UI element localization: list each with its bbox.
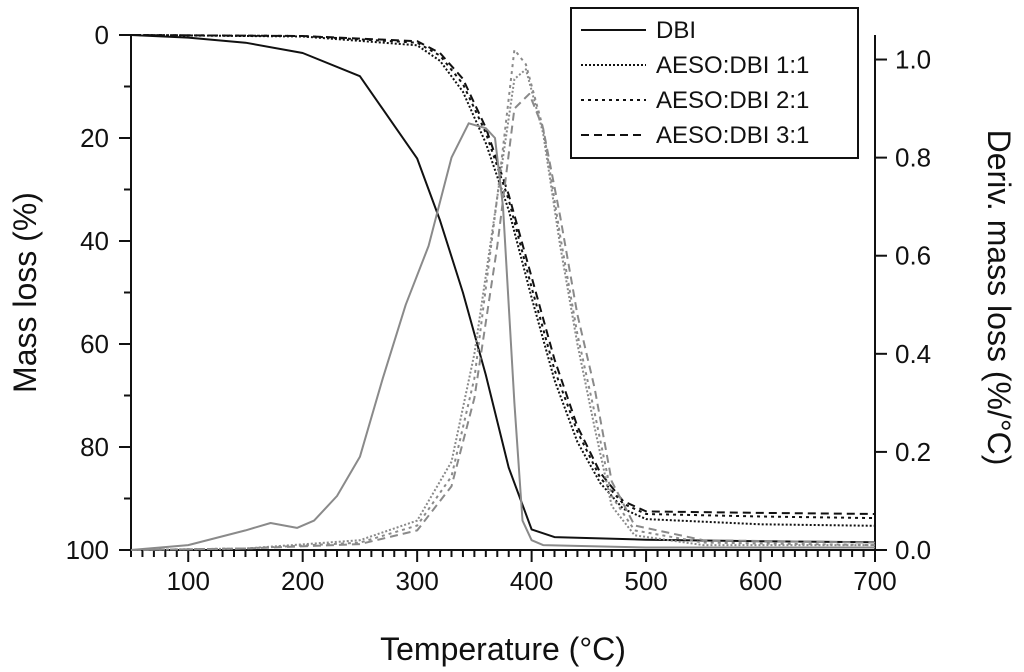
y-right-tick-label: 0.6	[895, 241, 931, 271]
series-line-right-5	[130, 68, 875, 551]
series-line-right-7	[130, 92, 876, 551]
series-line-left-2	[130, 34, 876, 520]
legend: DBI AESO:DBI 1:1 AESO:DBI 2:1 AESO:DBI 3:1	[570, 7, 859, 159]
x-tick-label: 600	[739, 566, 782, 596]
y-left-tick-label: 80	[80, 432, 109, 462]
y-right-tick-label: 1.0	[895, 45, 931, 75]
y-left-tick-label: 100	[66, 535, 109, 565]
x-tick-label: 100	[167, 566, 210, 596]
x-tick-label: 700	[853, 566, 896, 596]
y-left-tick-label: 0	[95, 20, 109, 50]
legend-label: AESO:DBI 2:1	[656, 87, 809, 114]
legend-label: AESO:DBI 3:1	[656, 122, 809, 149]
x-tick-label: 200	[281, 566, 324, 596]
series-line-right-4	[130, 122, 875, 551]
axes: 100 200 300 400 500 600 700 0 20 40 60 80 100 0.0 0.2 0…	[66, 20, 932, 596]
y-left-tick-label: 20	[80, 123, 109, 153]
x-tick-label: 400	[510, 566, 553, 596]
y-left-axis-title: Mass loss (%)	[7, 192, 43, 393]
y-right-tick-label: 0.2	[895, 437, 931, 467]
y-left-tick-label: 60	[80, 329, 109, 359]
x-axis-title: Temperature (°C)	[380, 631, 626, 667]
y-right-tick-label: 0.4	[895, 339, 931, 369]
legend-label: DBI	[656, 17, 696, 44]
y-left-tick-label: 40	[80, 226, 109, 256]
series-line-right-6	[130, 48, 876, 551]
y-right-axis-title: Deriv. mass loss (%/°C)	[981, 130, 1017, 466]
series-layer	[130, 34, 876, 551]
series-line-left-0	[130, 34, 876, 544]
x-tick-label: 500	[624, 566, 667, 596]
legend-label: AESO:DBI 1:1	[656, 52, 809, 79]
legend-box	[570, 7, 859, 159]
y-right-tick-label: 0.0	[895, 535, 931, 565]
x-tick-label: 300	[395, 566, 438, 596]
y-right-tick-label: 0.8	[895, 143, 931, 173]
